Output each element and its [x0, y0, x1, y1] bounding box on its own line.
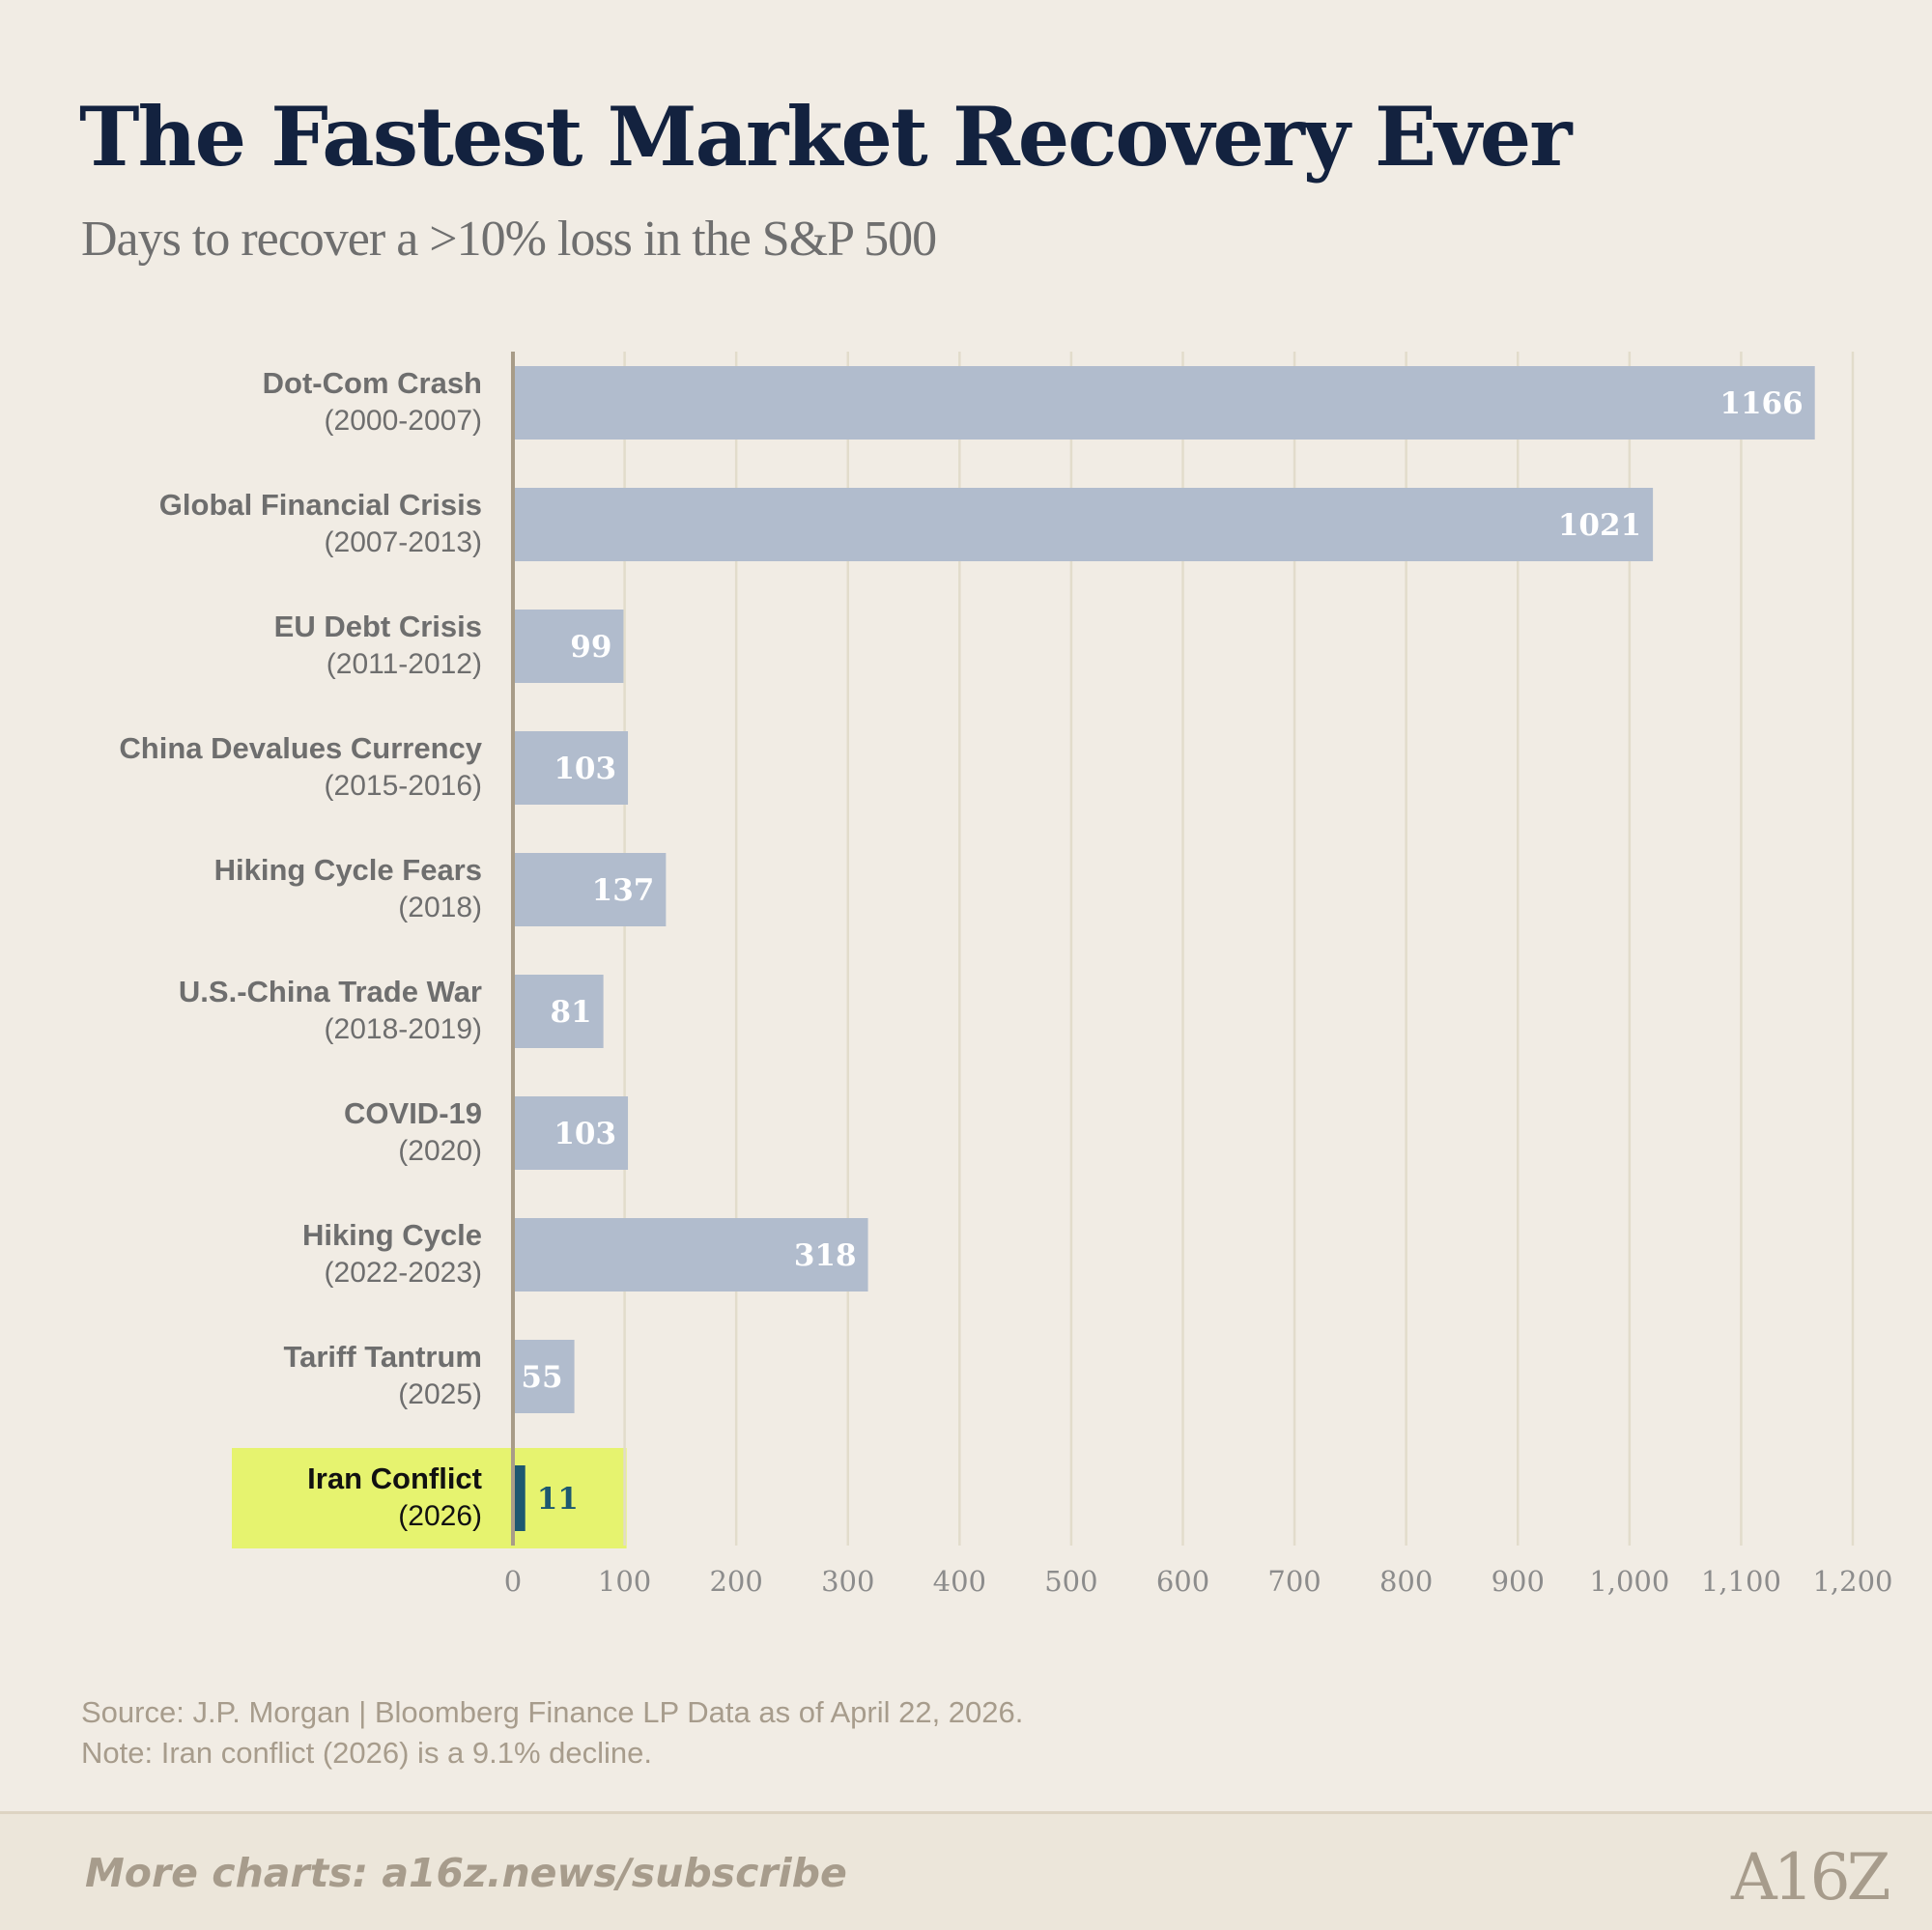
bar [513, 366, 1815, 440]
data-label: 103 [554, 1117, 616, 1151]
bar [513, 488, 1654, 561]
data-label: 81 [550, 995, 591, 1030]
data-label: 99 [570, 630, 611, 665]
category-period: (2020) [398, 1135, 482, 1167]
data-label: 1021 [1558, 508, 1641, 543]
chart-title: The Fastest Market Recovery Ever [79, 89, 1572, 184]
x-tick-label: 1,200 [1812, 1565, 1892, 1598]
x-tick-label: 300 [821, 1565, 874, 1598]
footer-bar [0, 1811, 1932, 1930]
category-period: (2011-2012) [327, 648, 482, 680]
bar [513, 731, 629, 805]
category-label: Tariff Tantrum [283, 1340, 482, 1374]
source-line: Source: J.P. Morgan | Bloomberg Finance … [81, 1695, 1024, 1729]
source-notes: Source: J.P. Morgan | Bloomberg Finance … [81, 1692, 1023, 1774]
category-period: (2018-2019) [325, 1013, 482, 1045]
x-tick-label: 900 [1492, 1565, 1545, 1598]
x-tick-label: 100 [598, 1565, 651, 1598]
chart-subtitle: Days to recover a >10% loss in the S&P 5… [81, 212, 937, 267]
data-label: 137 [592, 873, 655, 908]
bar [513, 853, 667, 926]
x-tick-label: 400 [933, 1565, 986, 1598]
x-tick-label: 0 [504, 1565, 522, 1598]
category-period: (2026) [398, 1500, 482, 1532]
bar-highlight [513, 1465, 526, 1531]
x-tick-label: 500 [1044, 1565, 1097, 1598]
category-label: Global Financial Crisis [159, 488, 482, 522]
x-tick-label: 800 [1379, 1565, 1433, 1598]
category-label: Dot-Com Crash [263, 366, 482, 400]
data-label: 103 [554, 752, 616, 786]
a16z-logo: A16Z [1731, 1840, 1891, 1915]
category-label: Iran Conflict [307, 1462, 482, 1495]
x-tick-label: 200 [709, 1565, 762, 1598]
subscribe-link[interactable]: More charts: a16z.news/subscribe [85, 1850, 847, 1896]
category-label: Hiking Cycle [302, 1218, 482, 1252]
x-tick-label: 1,000 [1589, 1565, 1669, 1598]
bar-chart: 1166 Dot-Com Crash (2000-2007) 1021 Global F… [119, 352, 1893, 1598]
category-label: Hiking Cycle Fears [214, 853, 482, 887]
x-tick-label: 700 [1267, 1565, 1321, 1598]
highlight-band [232, 1448, 627, 1548]
data-label: 55 [521, 1360, 562, 1395]
category-label: COVID-19 [344, 1096, 482, 1130]
x-tick-label: 1,100 [1701, 1565, 1781, 1598]
category-label: U.S.-China Trade War [179, 975, 482, 1008]
bar [513, 610, 624, 683]
bar [513, 1340, 575, 1413]
note-line: Note: Iran conflict (2026) is a 9.1% dec… [81, 1736, 653, 1770]
data-label: 11 [537, 1482, 579, 1517]
category-period: (2000-2007) [325, 405, 482, 437]
bar [513, 1096, 629, 1170]
category-period: (2015-2016) [325, 770, 482, 802]
x-tick-label: 600 [1156, 1565, 1209, 1598]
category-period: (2025) [398, 1378, 482, 1410]
category-period: (2007-2013) [325, 526, 482, 558]
category-label: EU Debt Crisis [274, 610, 482, 643]
category-label: China Devalues Currency [119, 731, 482, 765]
category-period: (2022-2023) [325, 1257, 482, 1289]
bar [513, 975, 604, 1048]
data-label: 1166 [1719, 386, 1803, 421]
bar [513, 1218, 868, 1291]
category-period: (2018) [398, 892, 482, 923]
data-label: 318 [794, 1238, 857, 1273]
